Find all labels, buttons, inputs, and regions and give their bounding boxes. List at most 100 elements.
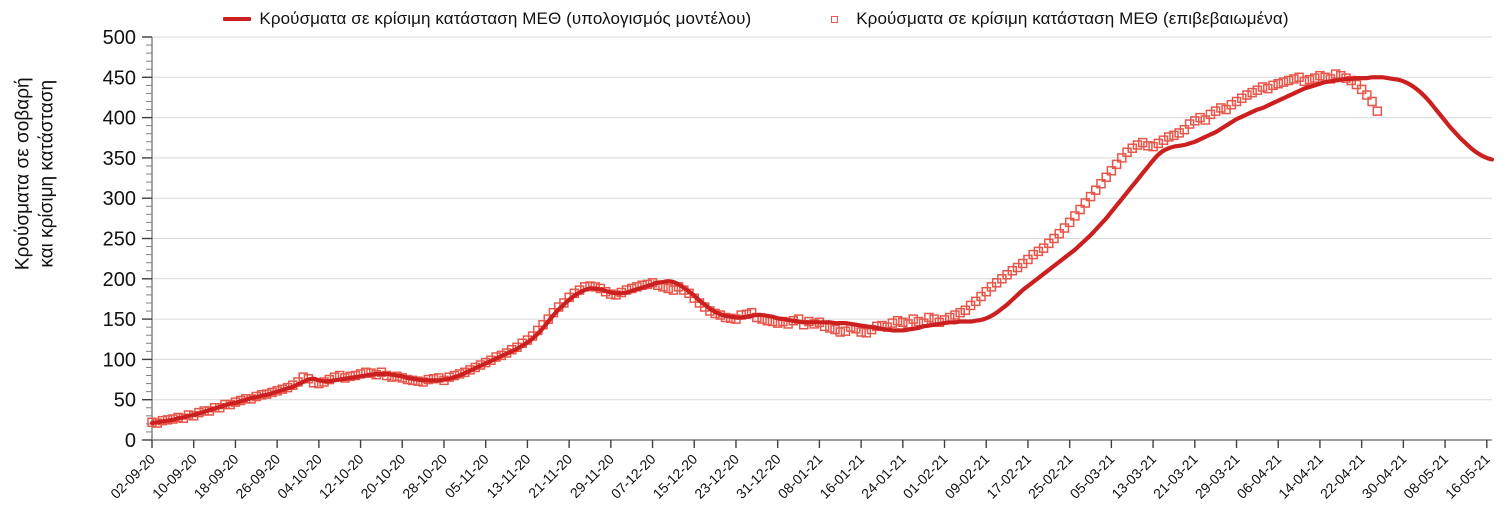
x-tick-label: 15-12-20 (649, 451, 700, 502)
x-tick-label: 08-01-21 (775, 451, 826, 502)
x-tick-label: 25-02-21 (1025, 451, 1076, 502)
data-point-marker (1205, 109, 1216, 120)
x-tick-label: 26-09-20 (232, 451, 283, 502)
data-point-marker (1174, 128, 1184, 138)
data-point-marker (1190, 116, 1200, 126)
data-point-marker (971, 296, 981, 307)
data-point-marker (1372, 106, 1383, 116)
data-point-marker (1070, 211, 1080, 221)
x-tick-label: 05-11-20 (442, 451, 492, 501)
data-point-marker (1106, 166, 1117, 176)
data-point-marker (1075, 204, 1085, 215)
data-point-marker (1033, 246, 1044, 257)
data-point-marker (960, 305, 971, 315)
x-tick-label: 17-02-21 (983, 451, 1034, 502)
y-tick-label: 400 (103, 108, 136, 130)
y-tick-label: 0 (125, 430, 136, 452)
x-tick-label: 02-09-20 (107, 451, 158, 502)
x-tick-label: 22-04-21 (1317, 451, 1368, 502)
x-tick-label: 31-12-20 (733, 451, 784, 502)
data-point-marker (856, 327, 866, 337)
model-line-series (149, 75, 1495, 426)
y-tick-label: 200 (103, 269, 136, 291)
data-point-marker (1148, 141, 1158, 152)
data-point-marker (830, 324, 840, 335)
y-tick-label: 250 (103, 229, 136, 251)
gridlines-group (152, 36, 1492, 401)
x-tick-label: 13-11-20 (483, 451, 533, 501)
y-tick-label: 100 (103, 349, 136, 371)
data-point-marker (1023, 254, 1033, 265)
data-point-marker (1356, 84, 1367, 95)
data-point-marker (892, 315, 903, 326)
data-point-marker (1367, 96, 1377, 107)
x-tick-label: 10-09-20 (149, 451, 200, 502)
x-tick-label: 05-03-21 (1067, 451, 1118, 502)
data-point-marker (668, 285, 679, 295)
data-point-marker (1268, 80, 1278, 91)
data-point-marker (1299, 76, 1310, 87)
data-point-marker (1137, 137, 1148, 148)
x-tick-label: 21-03-21 (1150, 451, 1201, 502)
data-point-marker (976, 291, 986, 302)
data-point-marker (1143, 141, 1153, 151)
data-point-marker (1200, 115, 1210, 125)
y-tick-label: 150 (103, 309, 136, 331)
data-point-marker (663, 283, 673, 294)
data-point-marker (1153, 138, 1164, 149)
data-point-marker (1252, 85, 1263, 95)
x-tick-label: 21-11-20 (525, 451, 575, 501)
data-point-marker (1351, 79, 1362, 90)
data-point-marker (1169, 130, 1179, 141)
data-point-marker (1304, 74, 1315, 85)
data-point-marker (898, 317, 908, 328)
data-point-marker (1309, 73, 1320, 83)
y-tick-label: 450 (103, 67, 136, 89)
y-tick-label: 500 (103, 27, 136, 49)
x-tick-label: 14-04-21 (1275, 451, 1326, 502)
x-tick-label: 28-10-20 (399, 451, 450, 502)
data-point-marker (1163, 132, 1174, 142)
data-point-marker (1179, 124, 1190, 135)
data-point-marker (861, 328, 872, 338)
data-point-marker (1054, 228, 1064, 239)
data-point-marker (1090, 185, 1101, 195)
data-point-marker (1049, 233, 1059, 244)
x-tick-label: 23-12-20 (691, 451, 742, 502)
data-point-marker (1210, 106, 1221, 116)
data-point-marker (1330, 69, 1341, 79)
data-point-marker (835, 327, 845, 337)
x-tick-label: 29-03-21 (1192, 451, 1243, 502)
data-point-marker (1263, 83, 1273, 94)
y-tick-label: 350 (103, 148, 136, 170)
data-point-marker (1216, 103, 1226, 113)
data-point-marker (1064, 217, 1075, 228)
x-tick-label: 20-10-20 (357, 451, 408, 502)
x-tick-label: 30-04-21 (1359, 451, 1410, 502)
x-tick-label: 04-10-20 (274, 451, 325, 502)
data-point-marker (1184, 119, 1195, 129)
data-point-marker (981, 286, 991, 297)
data-point-marker (1236, 93, 1247, 104)
confirmed-markers-group (147, 69, 1383, 428)
data-point-marker (1044, 238, 1054, 249)
data-point-marker (908, 314, 918, 324)
x-tick-label: 01-02-21 (900, 451, 951, 502)
data-point-marker (1059, 223, 1070, 233)
x-tick-label: 13-03-21 (1108, 451, 1159, 502)
data-point-marker (1007, 265, 1018, 276)
x-tick-label: 09-02-21 (941, 451, 992, 502)
y-tick-label: 300 (103, 188, 136, 210)
data-point-marker (1283, 75, 1294, 86)
data-point-marker (1038, 243, 1049, 253)
y-tick-label: 50 (114, 390, 136, 412)
data-point-marker (1231, 96, 1242, 107)
data-point-marker (1111, 159, 1122, 170)
data-point-marker (1278, 77, 1289, 87)
x-tick-label: 12-10-20 (316, 451, 367, 502)
data-point-marker (1117, 153, 1127, 163)
y-axis: 0 50 100 150 200 250 300 350 400 450 500 (103, 27, 153, 452)
data-point-marker (924, 312, 934, 323)
